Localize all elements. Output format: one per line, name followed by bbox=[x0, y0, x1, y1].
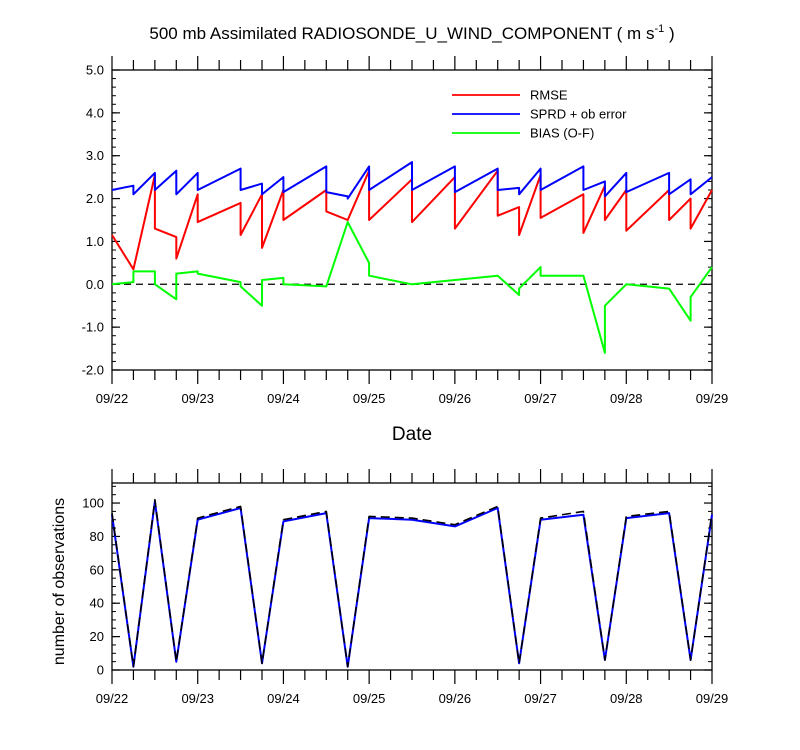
series-line-1 bbox=[111, 161, 713, 200]
x-tick-label: 09/29 bbox=[696, 691, 729, 706]
bottom-plot-panel: 0 20 40 60 80 100 09/22 09/23 09/24 09/25 09/26 09/… bbox=[51, 469, 728, 706]
x-tick-label: 09/22 bbox=[96, 691, 129, 706]
y-tick-label: -2.0 bbox=[82, 363, 104, 378]
plot-frame bbox=[111, 482, 713, 671]
series-line-1 bbox=[111, 498, 713, 668]
y-tick-label: 1.0 bbox=[86, 234, 104, 249]
y-tick-label: 2.0 bbox=[86, 191, 104, 206]
y-tick-label: 80 bbox=[90, 529, 104, 544]
legend: RMSE SPRD + ob error BIAS (O-F) bbox=[452, 88, 627, 141]
x-tick-label: 09/25 bbox=[353, 391, 386, 406]
y-tick-label: 0 bbox=[97, 663, 104, 678]
y-axis-title: number of observations bbox=[51, 498, 68, 665]
x-tick-label: 09/28 bbox=[610, 391, 643, 406]
legend-label-0: RMSE bbox=[530, 88, 568, 103]
x-tick-label: 09/26 bbox=[439, 391, 472, 406]
top-plot-panel: -2.0 -1.0 0.0 1.0 2.0 3.0 4.0 5.0 09/22 09/23 09/2… bbox=[82, 56, 729, 445]
y-tick-label: 4.0 bbox=[86, 105, 104, 120]
legend-label-2: BIAS (O-F) bbox=[530, 126, 594, 141]
series-line-2 bbox=[111, 221, 713, 354]
x-tick-label: 09/29 bbox=[696, 391, 729, 406]
chart-title: 500 mb Assimilated RADIOSONDE_U_WIND_COM… bbox=[149, 23, 674, 43]
x-axis-title: Date bbox=[392, 424, 432, 445]
x-tick-label: 09/22 bbox=[96, 391, 129, 406]
x-tick-label: 09/23 bbox=[181, 391, 214, 406]
y-tick-label: 0.0 bbox=[86, 277, 104, 292]
y-tick-label: 20 bbox=[90, 629, 104, 644]
x-tick-label: 09/24 bbox=[267, 691, 300, 706]
y-tick-label: 3.0 bbox=[86, 148, 104, 163]
series-line-0 bbox=[111, 169, 713, 271]
y-tick-label: 60 bbox=[90, 562, 104, 577]
legend-label-1: SPRD + ob error bbox=[530, 107, 627, 122]
series-line-0 bbox=[111, 500, 713, 668]
x-tick-label: 09/23 bbox=[181, 691, 214, 706]
x-tick-label: 09/27 bbox=[524, 691, 557, 706]
x-tick-label: 09/24 bbox=[267, 391, 300, 406]
y-tick-label: 5.0 bbox=[86, 63, 104, 78]
x-tick-label: 09/25 bbox=[353, 691, 386, 706]
x-tick-label: 09/27 bbox=[524, 391, 557, 406]
x-tick-label: 09/28 bbox=[610, 691, 643, 706]
y-tick-label: 40 bbox=[90, 596, 104, 611]
y-tick-label: -1.0 bbox=[82, 320, 104, 335]
x-tick-label: 09/26 bbox=[439, 691, 472, 706]
y-tick-label: 100 bbox=[82, 496, 104, 511]
